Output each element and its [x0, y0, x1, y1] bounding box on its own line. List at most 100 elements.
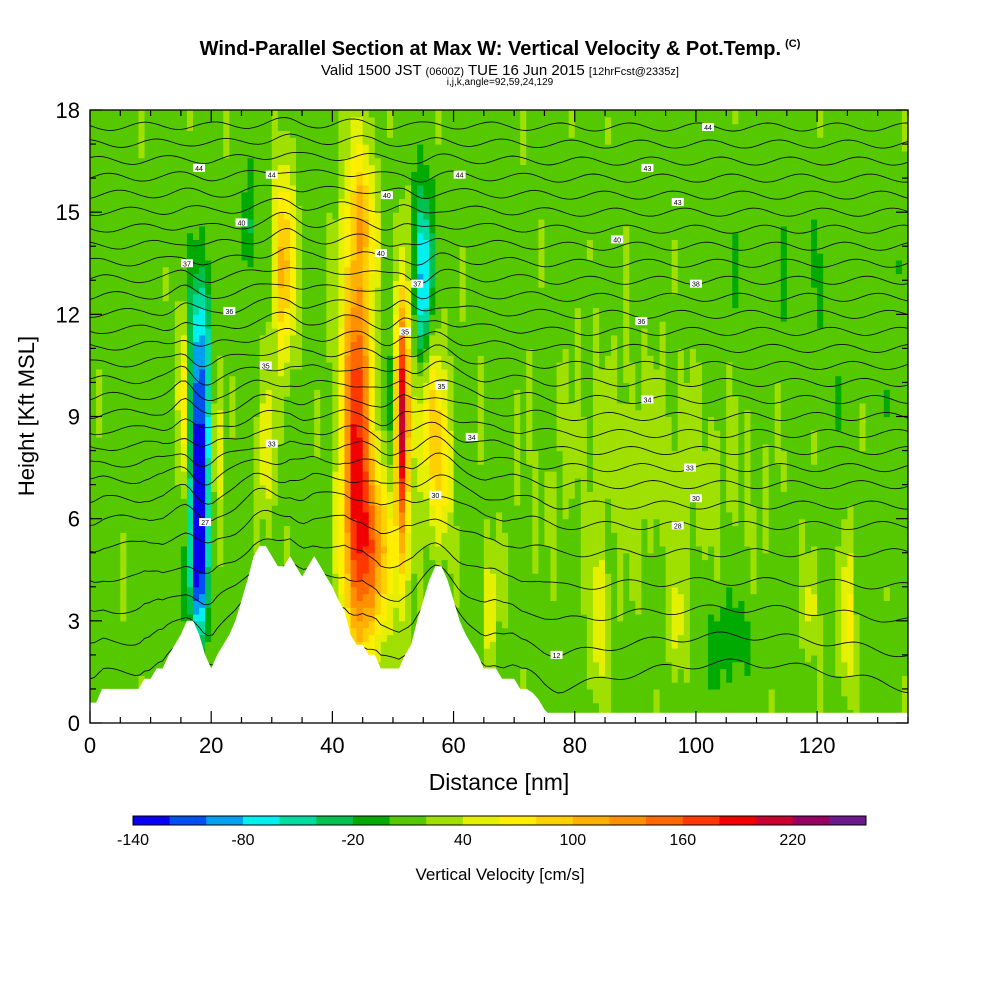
velocity-cell — [350, 327, 358, 336]
velocity-cell — [296, 171, 303, 179]
velocity-cell — [241, 518, 249, 527]
velocity-cell — [126, 225, 134, 234]
velocity-cell — [399, 539, 406, 547]
velocity-cell — [350, 423, 358, 431]
velocity-cell — [296, 178, 303, 186]
velocity-cell — [320, 232, 327, 241]
velocity-cell — [126, 157, 134, 166]
velocity-cell — [132, 171, 140, 179]
velocity-cell — [193, 273, 200, 281]
velocity-cell — [174, 573, 182, 581]
velocity-cell — [217, 184, 224, 193]
velocity-cell — [96, 627, 103, 636]
velocity-cell — [374, 321, 382, 329]
velocity-cell — [350, 525, 358, 533]
velocity-cell — [296, 450, 303, 458]
velocity-cell — [144, 116, 152, 125]
velocity-cell — [235, 450, 243, 458]
velocity-cell — [289, 355, 297, 363]
velocity-cell — [277, 430, 285, 438]
velocity-cell — [162, 614, 170, 622]
velocity-cell — [102, 573, 109, 581]
velocity-cell — [193, 614, 200, 622]
velocity-cell — [350, 178, 358, 186]
velocity-cell — [271, 341, 279, 349]
velocity-cell — [102, 559, 109, 567]
velocity-cell — [399, 614, 406, 622]
velocity-cell — [356, 614, 364, 622]
velocity-cell — [126, 409, 134, 418]
velocity-cell — [156, 239, 164, 247]
velocity-cell — [392, 477, 400, 486]
velocity-cell — [423, 539, 430, 547]
velocity-cell — [235, 300, 243, 309]
velocity-cell — [362, 559, 370, 567]
velocity-cell — [114, 505, 121, 513]
velocity-cell — [193, 327, 200, 336]
velocity-cell — [241, 191, 249, 200]
velocity-cell — [356, 266, 364, 275]
velocity-cell — [332, 253, 340, 261]
velocity-cell — [259, 430, 267, 438]
velocity-cell — [217, 266, 224, 275]
velocity-cell — [223, 205, 230, 213]
velocity-cell — [386, 491, 394, 499]
velocity-cell — [102, 470, 109, 479]
velocity-cell — [235, 362, 243, 370]
velocity-cell — [205, 198, 212, 206]
velocity-cell — [320, 171, 327, 179]
velocity-cell — [296, 321, 303, 329]
velocity-cell — [265, 259, 273, 268]
velocity-cell — [199, 116, 206, 125]
velocity-cell — [180, 470, 188, 479]
velocity-cell — [259, 253, 267, 261]
velocity-cell — [362, 293, 370, 302]
velocity-cell — [229, 552, 237, 561]
velocity-cell — [108, 157, 115, 166]
velocity-cell — [108, 648, 115, 656]
velocity-cell — [156, 477, 164, 486]
velocity-cell — [108, 164, 115, 172]
velocity-cell — [380, 654, 388, 663]
velocity-cell — [174, 184, 182, 193]
velocity-cell — [417, 253, 424, 261]
velocity-cell — [229, 287, 237, 295]
velocity-cell — [205, 212, 212, 220]
velocity-cell — [90, 178, 97, 186]
velocity-cell — [223, 600, 230, 608]
velocity-cell — [411, 607, 418, 615]
velocity-cell — [326, 341, 333, 349]
velocity-cell — [399, 566, 406, 574]
velocity-cell — [235, 164, 243, 172]
velocity-cell — [223, 607, 230, 615]
velocity-cell — [186, 614, 194, 622]
velocity-cell — [368, 518, 376, 527]
velocity-cell — [199, 253, 206, 261]
velocity-cell — [356, 389, 364, 397]
velocity-cell — [211, 212, 218, 220]
velocity-cell — [199, 389, 206, 397]
velocity-cell — [162, 396, 170, 404]
velocity-cell — [265, 525, 273, 533]
velocity-cell — [138, 266, 146, 275]
velocity-cell — [277, 191, 285, 200]
velocity-cell — [193, 586, 200, 595]
velocity-cell — [332, 443, 340, 452]
velocity-cell — [120, 443, 127, 452]
velocity-cell — [399, 239, 406, 247]
velocity-cell — [386, 443, 394, 452]
velocity-cell — [308, 368, 315, 377]
velocity-cell — [326, 368, 333, 377]
velocity-cell — [302, 436, 309, 445]
velocity-cell — [417, 573, 424, 581]
velocity-cell — [283, 518, 291, 527]
velocity-cell — [96, 259, 103, 268]
velocity-cell — [386, 532, 394, 540]
velocity-cell — [320, 205, 327, 213]
velocity-cell — [350, 539, 358, 547]
velocity-cell — [344, 586, 352, 595]
velocity-cell — [314, 307, 321, 315]
velocity-cell — [259, 287, 267, 295]
velocity-cell — [144, 654, 152, 663]
velocity-cell — [168, 259, 176, 268]
